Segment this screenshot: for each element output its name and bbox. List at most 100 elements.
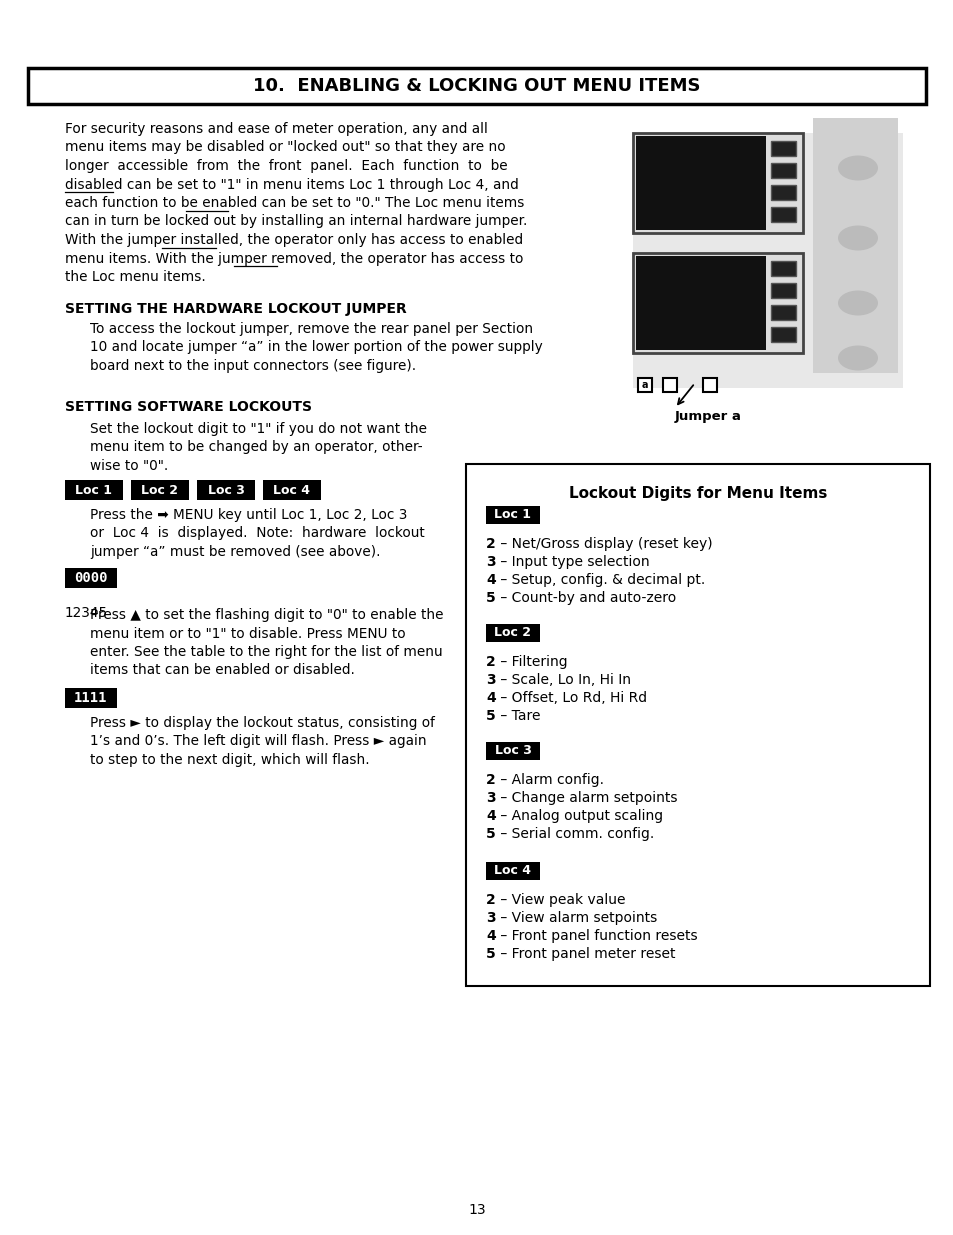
Text: – Setup, config. & decimal pt.: – Setup, config. & decimal pt. — [496, 573, 704, 587]
Text: Loc 1: Loc 1 — [75, 483, 112, 496]
Text: 4: 4 — [485, 929, 496, 944]
Text: items that can be enabled or disabled.: items that can be enabled or disabled. — [90, 663, 355, 678]
Text: 1111: 1111 — [74, 692, 108, 705]
Text: Loc 1: Loc 1 — [494, 509, 531, 521]
Text: menu item to be changed by an operator, other-: menu item to be changed by an operator, … — [90, 441, 422, 454]
Text: With the jumper installed, the operator only has access to enabled: With the jumper installed, the operator … — [65, 233, 522, 247]
Text: Set the lockout digit to "1" if you do not want the: Set the lockout digit to "1" if you do n… — [90, 422, 427, 436]
Text: 4: 4 — [485, 809, 496, 823]
Text: Loc 3: Loc 3 — [208, 483, 244, 496]
Ellipse shape — [837, 346, 877, 370]
Bar — [485, 506, 539, 524]
Text: menu items. With the jumper removed, the operator has access to: menu items. With the jumper removed, the… — [65, 252, 523, 266]
Text: – Count-by and auto-zero: – Count-by and auto-zero — [496, 592, 676, 605]
Text: 2: 2 — [485, 537, 496, 551]
Text: Lockout Digits for Menu Items: Lockout Digits for Menu Items — [568, 487, 826, 501]
Text: Loc 3: Loc 3 — [494, 745, 531, 757]
Text: a: a — [641, 380, 648, 390]
Text: board next to the input connectors (see figure).: board next to the input connectors (see … — [90, 359, 416, 373]
Bar — [633, 253, 802, 353]
Text: Press ► to display the lockout status, consisting of: Press ► to display the lockout status, c… — [90, 716, 435, 730]
Text: 3: 3 — [485, 673, 496, 687]
Text: Loc 4: Loc 4 — [274, 483, 310, 496]
Text: 3: 3 — [485, 790, 496, 805]
Text: enter. See the table to the right for the list of menu: enter. See the table to the right for th… — [90, 645, 442, 659]
Text: – Front panel meter reset: – Front panel meter reset — [496, 947, 675, 961]
Bar — [770, 141, 795, 156]
Text: – Filtering: – Filtering — [496, 655, 567, 669]
Text: SETTING THE HARDWARE LOCKOUT JUMPER: SETTING THE HARDWARE LOCKOUT JUMPER — [65, 303, 406, 316]
Text: 3: 3 — [485, 555, 496, 569]
Text: 2: 2 — [485, 655, 496, 669]
Text: – Front panel function resets: – Front panel function resets — [496, 929, 697, 944]
Text: – Alarm config.: – Alarm config. — [496, 773, 603, 787]
Text: 5: 5 — [485, 592, 496, 605]
Bar — [770, 163, 795, 178]
Bar — [485, 862, 539, 881]
Text: – View alarm setpoints: – View alarm setpoints — [496, 911, 657, 925]
Text: – Scale, Lo In, Hi In: – Scale, Lo In, Hi In — [496, 673, 630, 687]
Bar — [131, 480, 189, 500]
Bar — [770, 283, 795, 298]
Text: 3: 3 — [485, 911, 496, 925]
Bar — [65, 480, 123, 500]
Bar — [465, 464, 929, 986]
Bar — [633, 133, 802, 233]
Ellipse shape — [837, 226, 877, 251]
Text: 10.  ENABLING & LOCKING OUT MENU ITEMS: 10. ENABLING & LOCKING OUT MENU ITEMS — [253, 77, 700, 95]
Bar — [638, 378, 651, 391]
Text: 2: 2 — [485, 893, 496, 906]
Text: For security reasons and ease of meter operation, any and all: For security reasons and ease of meter o… — [65, 122, 487, 136]
Text: To access the lockout jumper, remove the rear panel per Section: To access the lockout jumper, remove the… — [90, 322, 533, 336]
Text: Jumper a: Jumper a — [674, 410, 740, 424]
Text: menu items may be disabled or "locked out" so that they are no: menu items may be disabled or "locked ou… — [65, 141, 505, 154]
Bar — [28, 68, 925, 104]
Bar — [636, 256, 765, 350]
Text: – Net/Gross display (reset key): – Net/Gross display (reset key) — [496, 537, 712, 551]
Ellipse shape — [837, 290, 877, 315]
Text: 5: 5 — [485, 947, 496, 961]
Text: Loc 4: Loc 4 — [494, 864, 531, 878]
Bar — [702, 378, 717, 391]
Text: SETTING SOFTWARE LOCKOUTS: SETTING SOFTWARE LOCKOUTS — [65, 400, 312, 414]
Text: – View peak value: – View peak value — [496, 893, 625, 906]
Text: 4: 4 — [485, 573, 496, 587]
Text: – Analog output scaling: – Analog output scaling — [496, 809, 662, 823]
Text: 12345: 12345 — [65, 606, 108, 620]
Text: disabled can be set to "1" in menu items Loc 1 through Loc 4, and: disabled can be set to "1" in menu items… — [65, 178, 518, 191]
Text: 4: 4 — [485, 692, 496, 705]
Text: can in turn be locked out by installing an internal hardware jumper.: can in turn be locked out by installing … — [65, 215, 527, 228]
Text: menu item or to "1" to disable. Press MENU to: menu item or to "1" to disable. Press ME… — [90, 626, 405, 641]
Bar — [196, 480, 254, 500]
Text: 0000: 0000 — [74, 571, 108, 585]
Bar — [485, 624, 539, 642]
Text: the Loc menu items.: the Loc menu items. — [65, 270, 206, 284]
Text: 1’s and 0’s. The left digit will flash. Press ► again: 1’s and 0’s. The left digit will flash. … — [90, 735, 426, 748]
Bar — [770, 305, 795, 320]
Bar — [485, 742, 539, 760]
Bar — [770, 185, 795, 200]
Text: Press the ➡ MENU key until Loc 1, Loc 2, Loc 3: Press the ➡ MENU key until Loc 1, Loc 2,… — [90, 508, 407, 522]
Bar — [65, 568, 117, 588]
Text: – Offset, Lo Rd, Hi Rd: – Offset, Lo Rd, Hi Rd — [496, 692, 646, 705]
Bar — [770, 327, 795, 342]
Text: 5: 5 — [485, 827, 496, 841]
Bar — [636, 136, 765, 230]
Bar — [65, 688, 117, 708]
Text: Press ▲ to set the flashing digit to "0" to enable the: Press ▲ to set the flashing digit to "0"… — [90, 608, 443, 622]
Text: – Change alarm setpoints: – Change alarm setpoints — [496, 790, 677, 805]
Text: 13: 13 — [468, 1203, 485, 1216]
Text: to step to the next digit, which will flash.: to step to the next digit, which will fl… — [90, 753, 369, 767]
Text: 10 and locate jumper “a” in the lower portion of the power supply: 10 and locate jumper “a” in the lower po… — [90, 341, 542, 354]
Text: jumper “a” must be removed (see above).: jumper “a” must be removed (see above). — [90, 545, 380, 559]
Text: Loc 2: Loc 2 — [494, 626, 531, 640]
Text: 2: 2 — [485, 773, 496, 787]
Text: each function to be enabled can be set to "0." The Loc menu items: each function to be enabled can be set t… — [65, 196, 524, 210]
Text: – Tare: – Tare — [496, 709, 540, 722]
Bar — [770, 207, 795, 222]
Text: or  Loc 4  is  displayed.  Note:  hardware  lockout: or Loc 4 is displayed. Note: hardware lo… — [90, 526, 424, 541]
Text: 5: 5 — [485, 709, 496, 722]
Bar — [770, 261, 795, 275]
Text: – Input type selection: – Input type selection — [496, 555, 649, 569]
Bar — [633, 133, 902, 388]
